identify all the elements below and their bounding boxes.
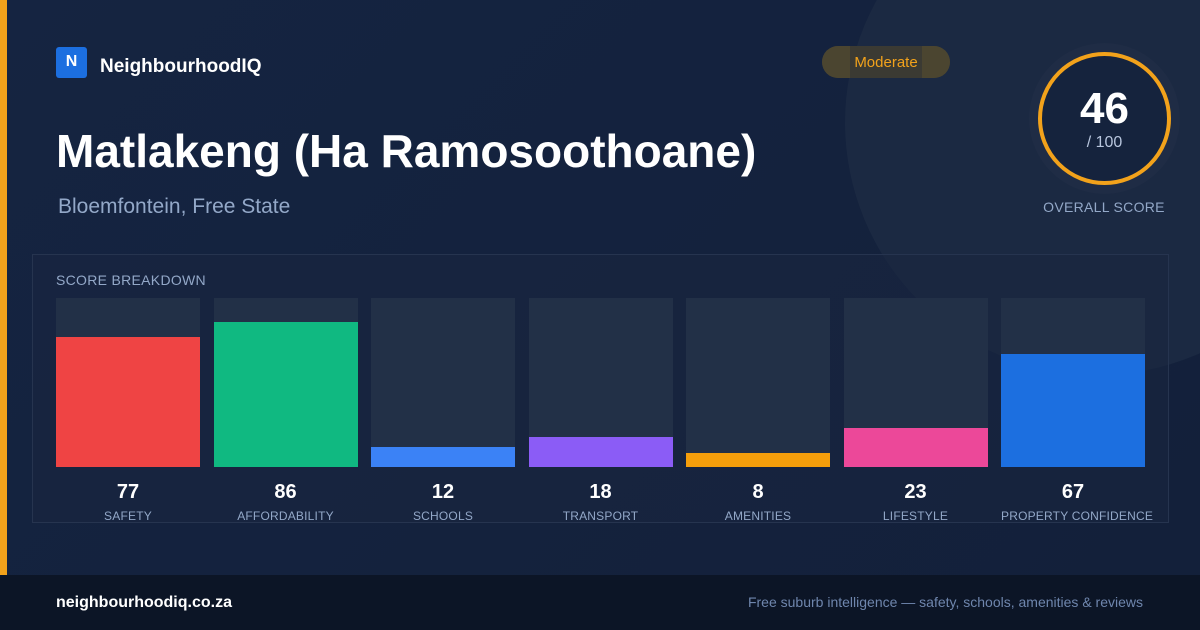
bar-label: AFFORDABILITY: [237, 509, 334, 523]
bar-value: 77: [116, 481, 140, 503]
bar-column: 12 SCHOOLS: [371, 298, 515, 523]
bar-fill: [843, 428, 988, 467]
breakdown-title: SCORE BREAKDOWN: [56, 272, 206, 288]
footer-url[interactable]: neighbourhoodiq.co.za: [56, 594, 232, 611]
score-breakdown-panel: SCORE BREAKDOWN 77 SAFETY 86 AFFORDABILITY 1…: [32, 254, 1169, 523]
bar-track: [686, 298, 830, 467]
bar-track: [213, 298, 358, 467]
bar-fill: [528, 436, 673, 467]
footer-tagline: Free suburb intelligence — safety, schoo…: [747, 594, 1143, 610]
bar-label: TRANSPORT: [562, 509, 639, 523]
overall-score-label: OVERALL SCORE: [1043, 199, 1165, 215]
suburb-location: Bloemfontein, Free State: [58, 195, 291, 218]
brand-name: NeighbourhoodIQ: [100, 56, 262, 77]
overall-score-max: / 100: [1086, 134, 1123, 151]
score-card: N NeighbourhoodIQ Moderate Matlakeng (Ha…: [0, 0, 1200, 575]
bar-column: 77 SAFETY: [56, 298, 200, 523]
footer: neighbourhoodiq.co.za Free suburb intell…: [0, 575, 1200, 630]
bar-fill: [213, 321, 358, 467]
bar-column: 67 PROPERTY CONFIDENCE: [1001, 298, 1154, 523]
bar-fill: [686, 453, 830, 467]
suburb-title: Matlakeng (Ha Ramosoothoane): [56, 125, 757, 177]
bar-fill: [56, 336, 200, 467]
accent-bar: [0, 0, 7, 575]
rating-badge-label: Moderate: [854, 53, 918, 71]
brand-logo-icon: N: [56, 46, 87, 78]
overall-score-ring: 46 / 100: [1038, 52, 1171, 185]
overall-score-value: 46: [1080, 84, 1129, 133]
bar-value: 86: [274, 481, 297, 503]
bar-column: 23 LIFESTYLE: [843, 298, 988, 523]
bar-value: 8: [752, 481, 764, 503]
bar-label: SCHOOLS: [412, 509, 474, 523]
rating-badge: Moderate: [822, 46, 950, 78]
bar-label: AMENITIES: [724, 509, 792, 523]
bar-value: 18: [589, 481, 612, 503]
bar-fill: [1001, 353, 1145, 467]
bar-value: 12: [431, 481, 455, 503]
bar-fill: [371, 446, 515, 467]
bar-label: LIFESTYLE: [882, 509, 949, 523]
bar-column: 8 AMENITIES: [686, 298, 830, 523]
bar-value: 67: [1061, 481, 1085, 503]
bar-value: 23: [904, 481, 927, 503]
bar-track: [371, 298, 515, 467]
bar-label: SAFETY: [104, 509, 152, 523]
bar-label: PROPERTY CONFIDENCE: [1001, 509, 1154, 523]
bar-column: 18 TRANSPORT: [528, 298, 673, 523]
bar-track: [843, 298, 988, 467]
bar-column: 86 AFFORDABILITY: [213, 298, 358, 523]
bar-track: [1001, 298, 1145, 467]
bar-track: [56, 298, 200, 467]
brand[interactable]: N NeighbourhoodIQ: [56, 46, 261, 78]
bar-track: [528, 298, 673, 467]
